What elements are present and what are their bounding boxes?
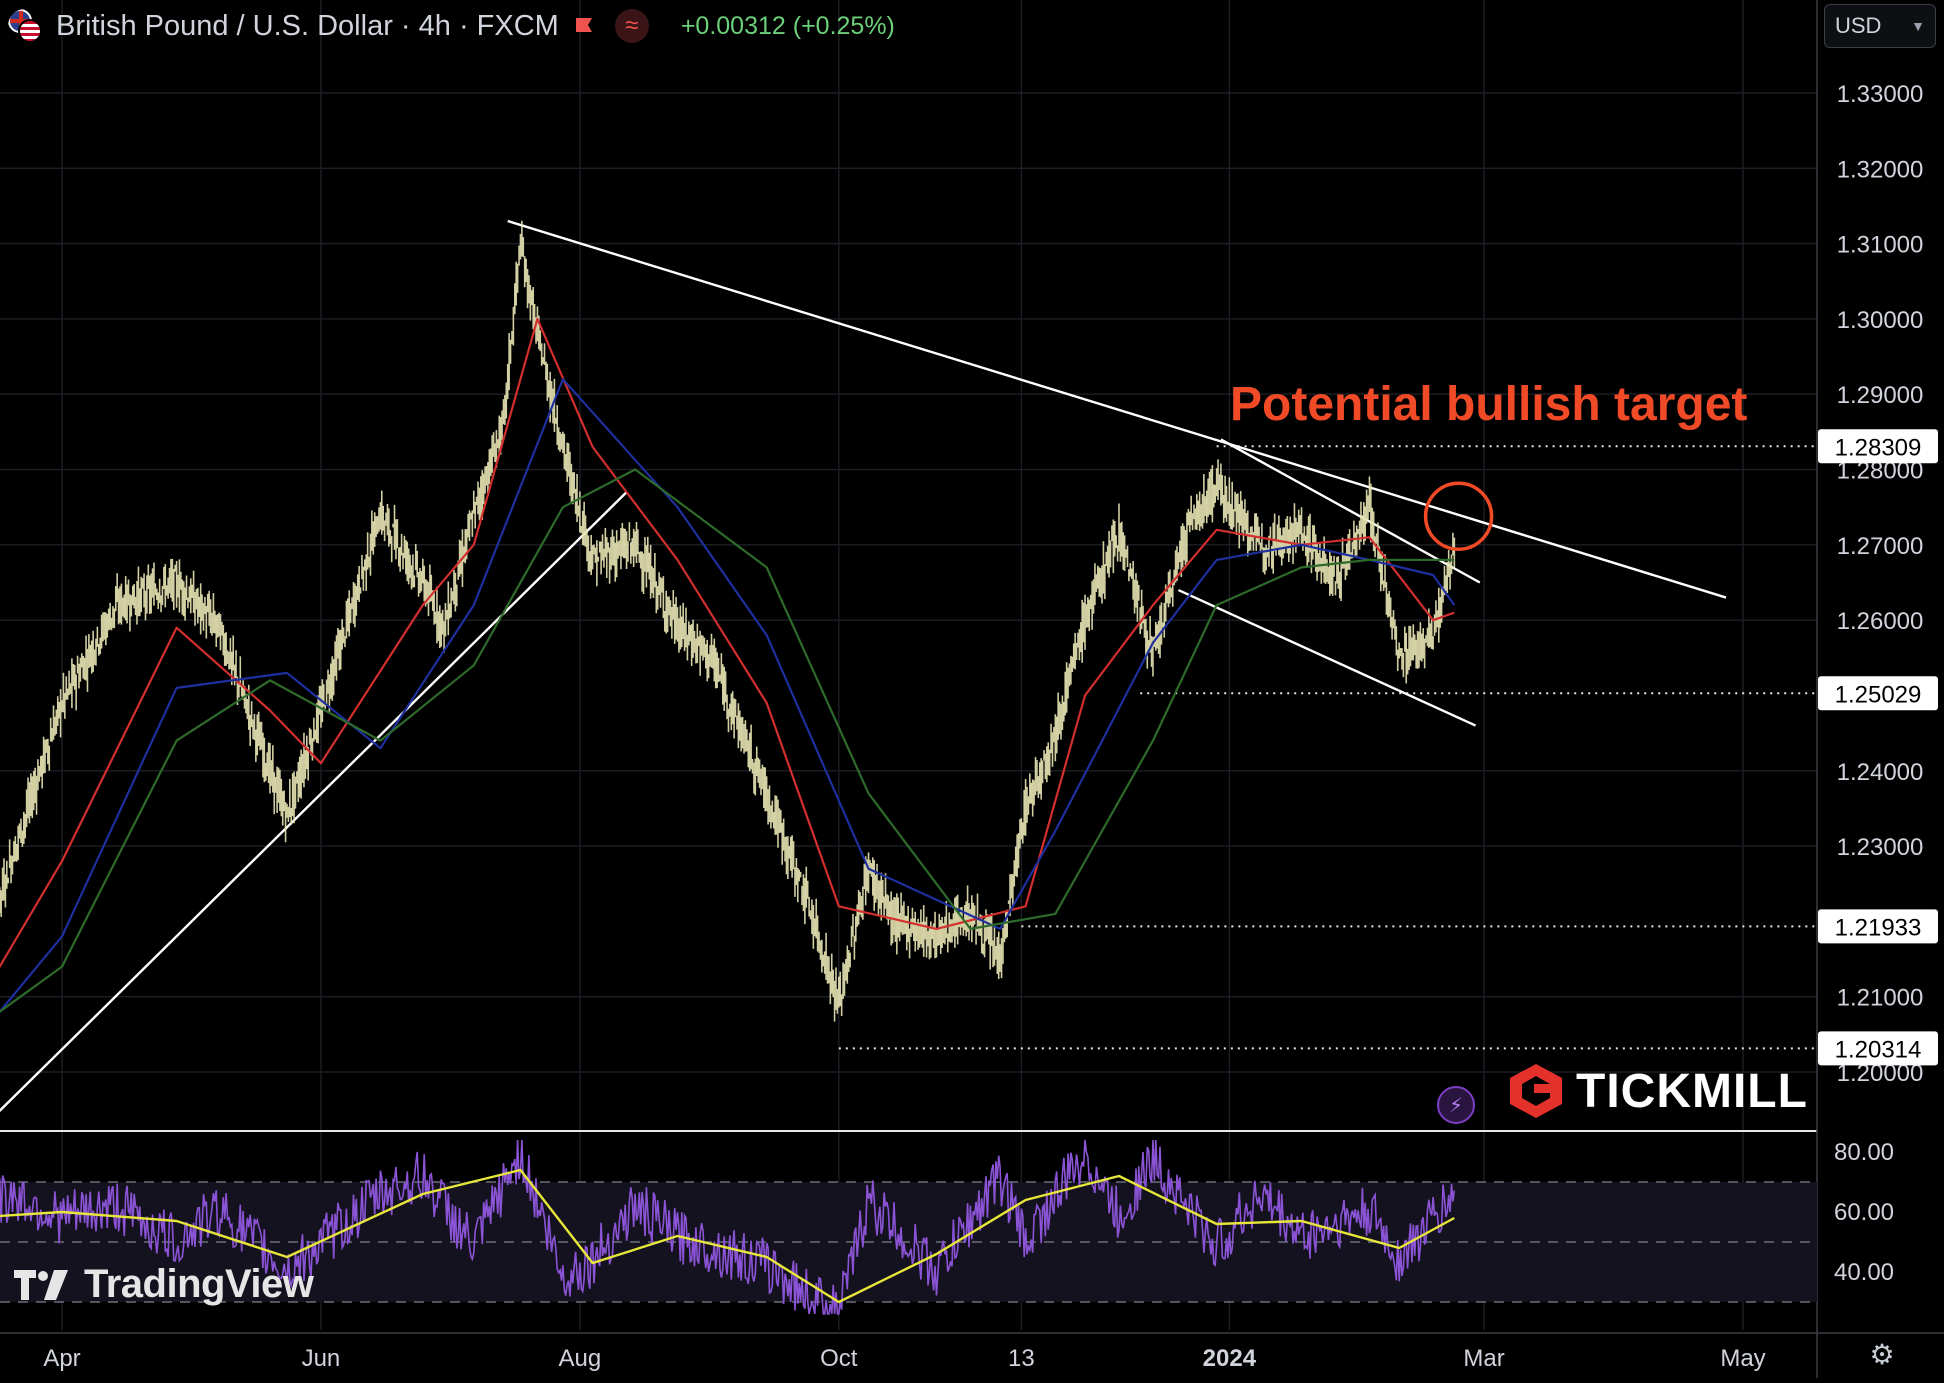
tradingview-logo-icon xyxy=(14,1269,68,1300)
currency-label: USD xyxy=(1835,13,1882,38)
currency-dropdown[interactable]: USD ▼ xyxy=(1824,4,1936,48)
price-tick-label: 1.30000 xyxy=(1837,307,1924,334)
annotation-text: Potential bullish target xyxy=(1230,378,1747,431)
price-tick-label: 1.27000 xyxy=(1837,533,1924,560)
price-tick-label: 1.26000 xyxy=(1837,608,1924,635)
time-tick-label: 2024 xyxy=(1203,1345,1257,1372)
level-price-label: 1.25029 xyxy=(1835,681,1922,708)
trendline xyxy=(1177,588,1477,727)
price-tick-label: 1.33000 xyxy=(1837,81,1924,108)
oscillator-tick-label: 40.00 xyxy=(1834,1259,1894,1286)
price-tick-label: 1.31000 xyxy=(1837,232,1924,259)
tickmill-wordmark: TICKMILL xyxy=(1576,1064,1808,1118)
level-price-label: 1.28309 xyxy=(1835,434,1922,461)
candles-series xyxy=(0,220,1456,1022)
trendline xyxy=(1220,438,1481,584)
price-change: +0.00312 (+0.25%) xyxy=(680,11,895,40)
chart-header: British Pound / U.S. Dollar · 4h · FXCM … xyxy=(8,6,895,46)
oscillator-signal-line xyxy=(0,1168,1455,1304)
trendline xyxy=(507,219,1727,599)
chevron-down-icon: ▼ xyxy=(1911,18,1925,34)
time-tick-label: May xyxy=(1720,1345,1765,1372)
level-price-badge xyxy=(1818,676,1938,711)
time-tick-label: Oct xyxy=(820,1345,858,1372)
level-price-badge xyxy=(1818,909,1938,944)
oscillator-tick-label: 80.00 xyxy=(1834,1139,1894,1166)
level-price-label: 1.21933 xyxy=(1835,914,1922,941)
level-price-label: 1.20314 xyxy=(1835,1036,1922,1063)
target-circle xyxy=(1423,481,1494,551)
lightning-bolt-icon[interactable]: ⚡ xyxy=(1437,1086,1475,1124)
approx-icon[interactable]: ≈ xyxy=(614,9,649,43)
price-tick-label: 1.23000 xyxy=(1837,834,1924,861)
level-price-badge xyxy=(1818,429,1938,464)
time-tick-label: 13 xyxy=(1008,1345,1035,1372)
ma-slow-line xyxy=(0,468,1455,1013)
trendline xyxy=(0,491,628,1113)
price-tick-label: 1.32000 xyxy=(1837,156,1924,183)
oscillator-tick-label: 60.00 xyxy=(1834,1199,1894,1226)
tickmill-logo-icon xyxy=(1510,1064,1562,1118)
time-tick-label: Mar xyxy=(1463,1345,1504,1372)
tradingview-logo: TradingView xyxy=(14,1262,314,1307)
price-tick-label: 1.24000 xyxy=(1837,759,1924,786)
ma-fast-line xyxy=(0,317,1455,969)
tickmill-logo: TICKMILL xyxy=(1508,1062,1808,1120)
price-tick-label: 1.29000 xyxy=(1837,382,1924,409)
ma-mid-line xyxy=(0,378,1456,1014)
gb-us-flag-icon xyxy=(8,9,42,43)
level-price-badge xyxy=(1818,1031,1938,1066)
price-tick-label: 1.21000 xyxy=(1837,985,1924,1012)
oscillator-line xyxy=(0,1139,1456,1315)
time-tick-label: Aug xyxy=(559,1345,602,1372)
time-tick-label: Apr xyxy=(43,1345,80,1372)
tradingview-wordmark: TradingView xyxy=(84,1262,314,1306)
time-tick-label: Jun xyxy=(302,1345,341,1372)
symbol-title[interactable]: British Pound / U.S. Dollar · 4h · FXCM xyxy=(56,9,559,42)
gear-icon[interactable]: ⚙ xyxy=(1869,1338,1895,1370)
flag-icon[interactable] xyxy=(573,15,595,37)
